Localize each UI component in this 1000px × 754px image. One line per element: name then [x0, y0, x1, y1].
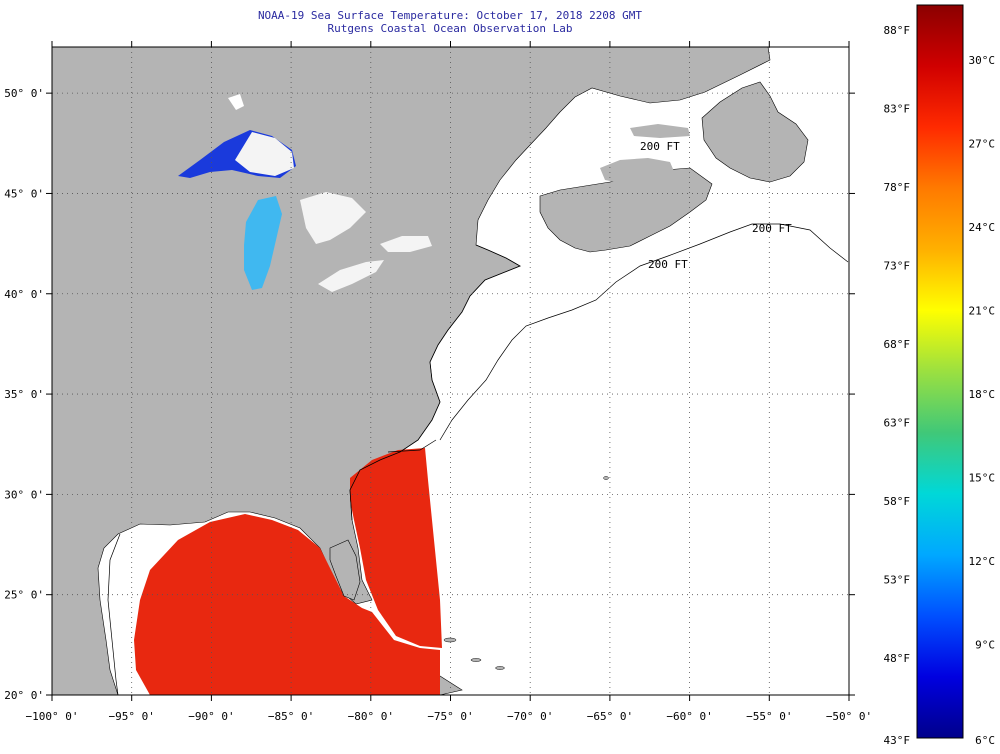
map-area — [52, 47, 849, 695]
lon-tick-label: −60° 0' — [666, 710, 712, 723]
colorbar-fahrenheit-label: 43°F — [884, 734, 911, 747]
lon-tick-label: −70° 0' — [507, 710, 553, 723]
graticule — [52, 47, 849, 695]
bahamas-island — [495, 666, 505, 670]
colorbar-fahrenheit-label: 58°F — [884, 495, 911, 508]
colorbar — [916, 4, 964, 739]
lat-tick-label: 25° 0' — [4, 589, 44, 602]
colorbar-fahrenheit-label: 53°F — [884, 574, 911, 587]
lake-superior-east-clouds — [235, 132, 294, 176]
lat-tick-label: 35° 0' — [4, 388, 44, 401]
colorbar-fahrenheit-label: 83°F — [884, 103, 911, 116]
lake-michigan — [244, 196, 282, 290]
colorbar-celsius-label: 12°C — [969, 555, 996, 568]
colorbar-fahrenheit-label: 88°F — [884, 24, 911, 37]
lat-tick-label: 30° 0' — [4, 488, 44, 501]
colorbar-celsius-label: 9°C — [975, 639, 995, 652]
colorbar-fahrenheit-label: 78°F — [884, 181, 911, 194]
colorbar-fahrenheit-label: 73°F — [884, 260, 911, 273]
colorbar-fahrenheit-label: 63°F — [884, 417, 911, 430]
lon-tick-label: −55° 0' — [746, 710, 792, 723]
colorbar-celsius-label: 24°C — [969, 221, 996, 234]
lon-tick-label: −75° 0' — [427, 710, 473, 723]
lake-ontario — [380, 236, 432, 252]
sst-atlantic-gulf-stream — [350, 448, 442, 648]
colorbar-celsius-label: 30°C — [969, 54, 996, 67]
bahamas-island — [603, 476, 609, 480]
colorbar-celsius-label: 15°C — [969, 472, 996, 485]
lon-tick-label: −90° 0' — [188, 710, 234, 723]
colorbar-labels: 88°F 83°F 78°F 73°F 68°F 63°F 58°F 53°F 48°F 43°F… — [884, 24, 996, 747]
contour-label: 200 FT — [752, 222, 792, 235]
land-gaspe — [600, 158, 676, 184]
bahamas-island — [470, 658, 482, 662]
contour-label: 200 FT — [648, 258, 688, 271]
lon-tick-label: −65° 0' — [587, 710, 633, 723]
colorbar-fahrenheit-label: 48°F — [884, 652, 911, 665]
coastline — [349, 244, 521, 521]
lat-tick-label: 45° 0' — [4, 187, 44, 200]
lon-tick-label: −50° 0' — [826, 710, 872, 723]
lake-erie — [318, 260, 384, 292]
colorbar-celsius-label: 6°C — [975, 734, 995, 747]
land-anticosti — [630, 124, 690, 138]
lon-tick-label: −100° 0' — [26, 710, 79, 723]
lon-tick-label: −85° 0' — [268, 710, 314, 723]
sst-gulf-of-mexico — [134, 514, 440, 695]
land-newfoundland — [701, 81, 809, 183]
lon-tick-label: −95° 0' — [109, 710, 155, 723]
map-title: NOAA-19 Sea Surface Temperature: October… — [257, 9, 643, 22]
lat-tick-label: 50° 0' — [4, 87, 44, 100]
map-subtitle: Rutgens Coastal Ocean Observation Lab — [327, 22, 573, 35]
axis-ticks: −100° 0' −95° 0' −90° 0' −85° 0' −80° 0' −75°… — [4, 41, 872, 723]
colorbar-celsius-label: 27°C — [969, 138, 996, 151]
lon-tick-label: −80° 0' — [348, 710, 394, 723]
bahamas-island — [443, 637, 457, 643]
lat-tick-label: 20° 0' — [4, 689, 44, 702]
shelf-contour-200ft — [107, 223, 849, 695]
colorbar-celsius-label: 21°C — [969, 305, 996, 318]
lake-nipigon — [228, 94, 244, 110]
colorbar-celsius-label: 18°C — [969, 388, 996, 401]
lat-tick-label: 40° 0' — [4, 288, 44, 301]
lake-huron — [300, 192, 366, 244]
colorbar-fahrenheit-label: 68°F — [884, 338, 911, 351]
land-florida — [329, 539, 361, 601]
contour-label: 200 FT — [640, 140, 680, 153]
